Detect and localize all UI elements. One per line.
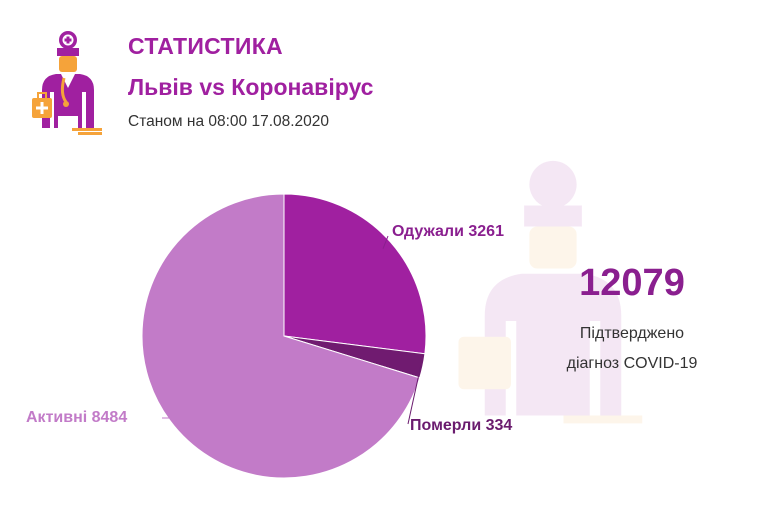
pie-label-1: Померли 334	[410, 417, 512, 434]
confirmed-caption-line2: діагноз COVID-19	[566, 355, 698, 372]
pie-leader-lines	[161, 235, 422, 425]
pie-labels: Одужали 3261 Померли 334 Активні 8484	[26, 223, 512, 434]
date-stamp: Станом на 08:00 17.08.2020	[128, 113, 330, 130]
page-subtitle: Львів vs Коронавірус	[128, 74, 374, 100]
confirmed-caption-line1: Підтверджено	[579, 325, 685, 342]
doctor-logo-icon	[32, 31, 102, 135]
doctor-watermark-icon	[458, 160, 643, 424]
page-title: СТАТИСТИКА	[128, 33, 283, 59]
pie-slices	[141, 193, 427, 479]
pie-leader-1	[407, 365, 422, 425]
confirmed-total: 12079	[579, 262, 685, 304]
pie-slice-0	[283, 193, 427, 355]
pie-leader-0	[382, 235, 389, 249]
pie-slice-2	[141, 193, 421, 479]
pie-label-2: Активні 8484	[26, 409, 127, 426]
pie-label-0: Одужали 3261	[392, 223, 504, 240]
